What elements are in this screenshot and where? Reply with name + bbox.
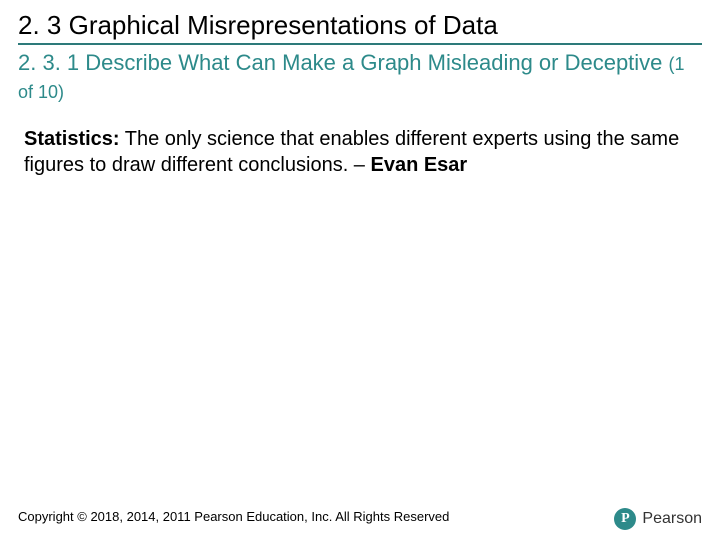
quote-author: Evan Esar: [370, 154, 467, 176]
pearson-logo-mark: P: [614, 508, 636, 530]
subsection-title: 2. 3. 1 Describe What Can Make a Graph M…: [18, 49, 702, 104]
copyright-footer: Copyright © 2018, 2014, 2011 Pearson Edu…: [18, 509, 449, 524]
quote-paragraph: Statistics: The only science that enable…: [24, 126, 696, 178]
quote-body: The only science that enables different …: [24, 128, 679, 176]
pearson-logo: P Pearson: [614, 508, 702, 530]
section-title: 2. 3 Graphical Misrepresentations of Dat…: [18, 10, 702, 45]
pearson-logo-text: Pearson: [642, 510, 702, 528]
quote-lead: Statistics:: [24, 128, 120, 150]
slide-container: 2. 3 Graphical Misrepresentations of Dat…: [0, 0, 720, 540]
subsection-title-text: 2. 3. 1 Describe What Can Make a Graph M…: [18, 50, 662, 75]
